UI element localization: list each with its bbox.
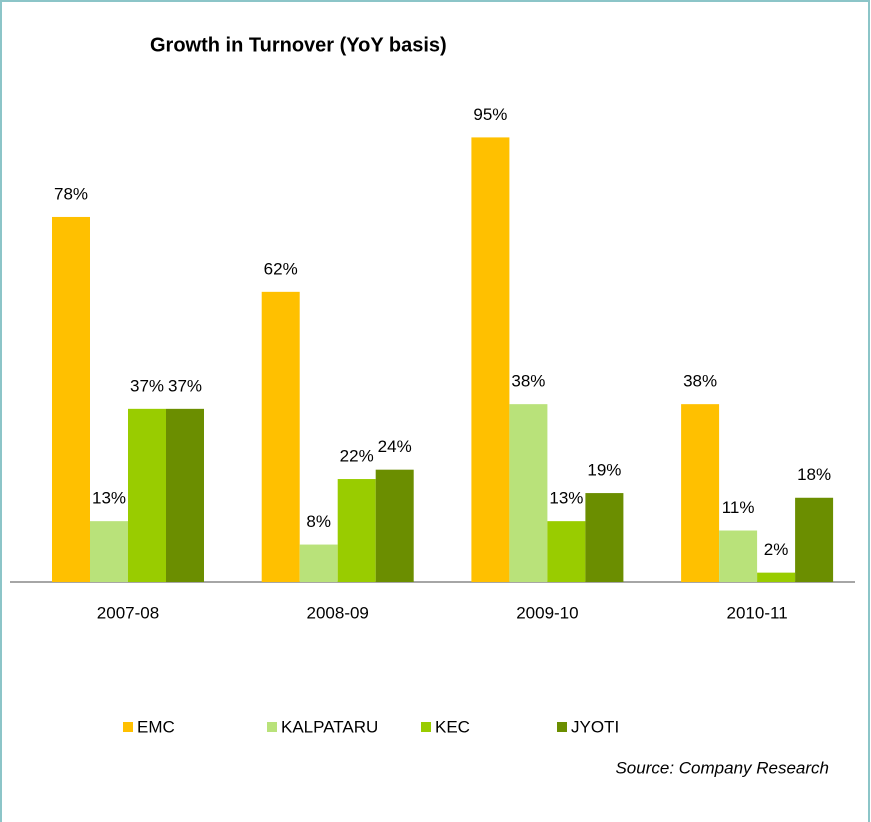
data-label: 2%	[764, 540, 789, 559]
data-label: 18%	[797, 465, 831, 484]
data-label: 95%	[473, 105, 507, 124]
legend-label: KEC	[435, 717, 470, 736]
legend-swatch	[421, 722, 431, 732]
data-label: 8%	[306, 512, 331, 531]
data-label: 37%	[168, 376, 202, 395]
bar	[337, 479, 376, 582]
source-note: Source: Company Research	[615, 758, 829, 777]
legend-label: KALPATARU	[281, 717, 378, 736]
bar	[471, 137, 510, 582]
bar	[52, 216, 90, 582]
data-label: 11%	[722, 498, 755, 517]
data-label: 37%	[130, 376, 164, 395]
bar	[261, 291, 300, 582]
bar	[128, 408, 166, 582]
data-label: 19%	[587, 461, 621, 480]
bar	[547, 521, 586, 582]
legend-swatch	[123, 722, 133, 732]
bar	[299, 544, 338, 582]
x-tick-label: 2009-10	[516, 603, 578, 622]
bar	[795, 497, 834, 582]
legend-swatch	[557, 722, 567, 732]
legend-label: EMC	[137, 717, 175, 736]
x-tick-label: 2010-11	[727, 603, 788, 622]
bar	[90, 521, 128, 582]
data-label: 22%	[340, 447, 374, 466]
bar	[166, 408, 204, 582]
bar	[757, 572, 796, 582]
bar	[375, 469, 414, 582]
bar	[585, 493, 624, 582]
bar	[719, 530, 758, 582]
chart-title: Growth in Turnover (YoY basis)	[150, 34, 447, 56]
x-tick-label: 2008-09	[307, 603, 369, 622]
data-label: 78%	[54, 184, 88, 203]
bar	[509, 404, 548, 582]
data-label: 38%	[683, 372, 717, 391]
bar	[681, 404, 720, 582]
data-label: 13%	[549, 489, 583, 508]
data-label: 62%	[264, 259, 298, 278]
data-label: 38%	[511, 372, 545, 391]
legend-swatch	[267, 722, 277, 732]
x-tick-label: 2007-08	[97, 603, 159, 622]
data-label: 24%	[378, 437, 412, 456]
data-label: 13%	[92, 489, 126, 508]
legend-label: JYOTI	[571, 717, 619, 736]
